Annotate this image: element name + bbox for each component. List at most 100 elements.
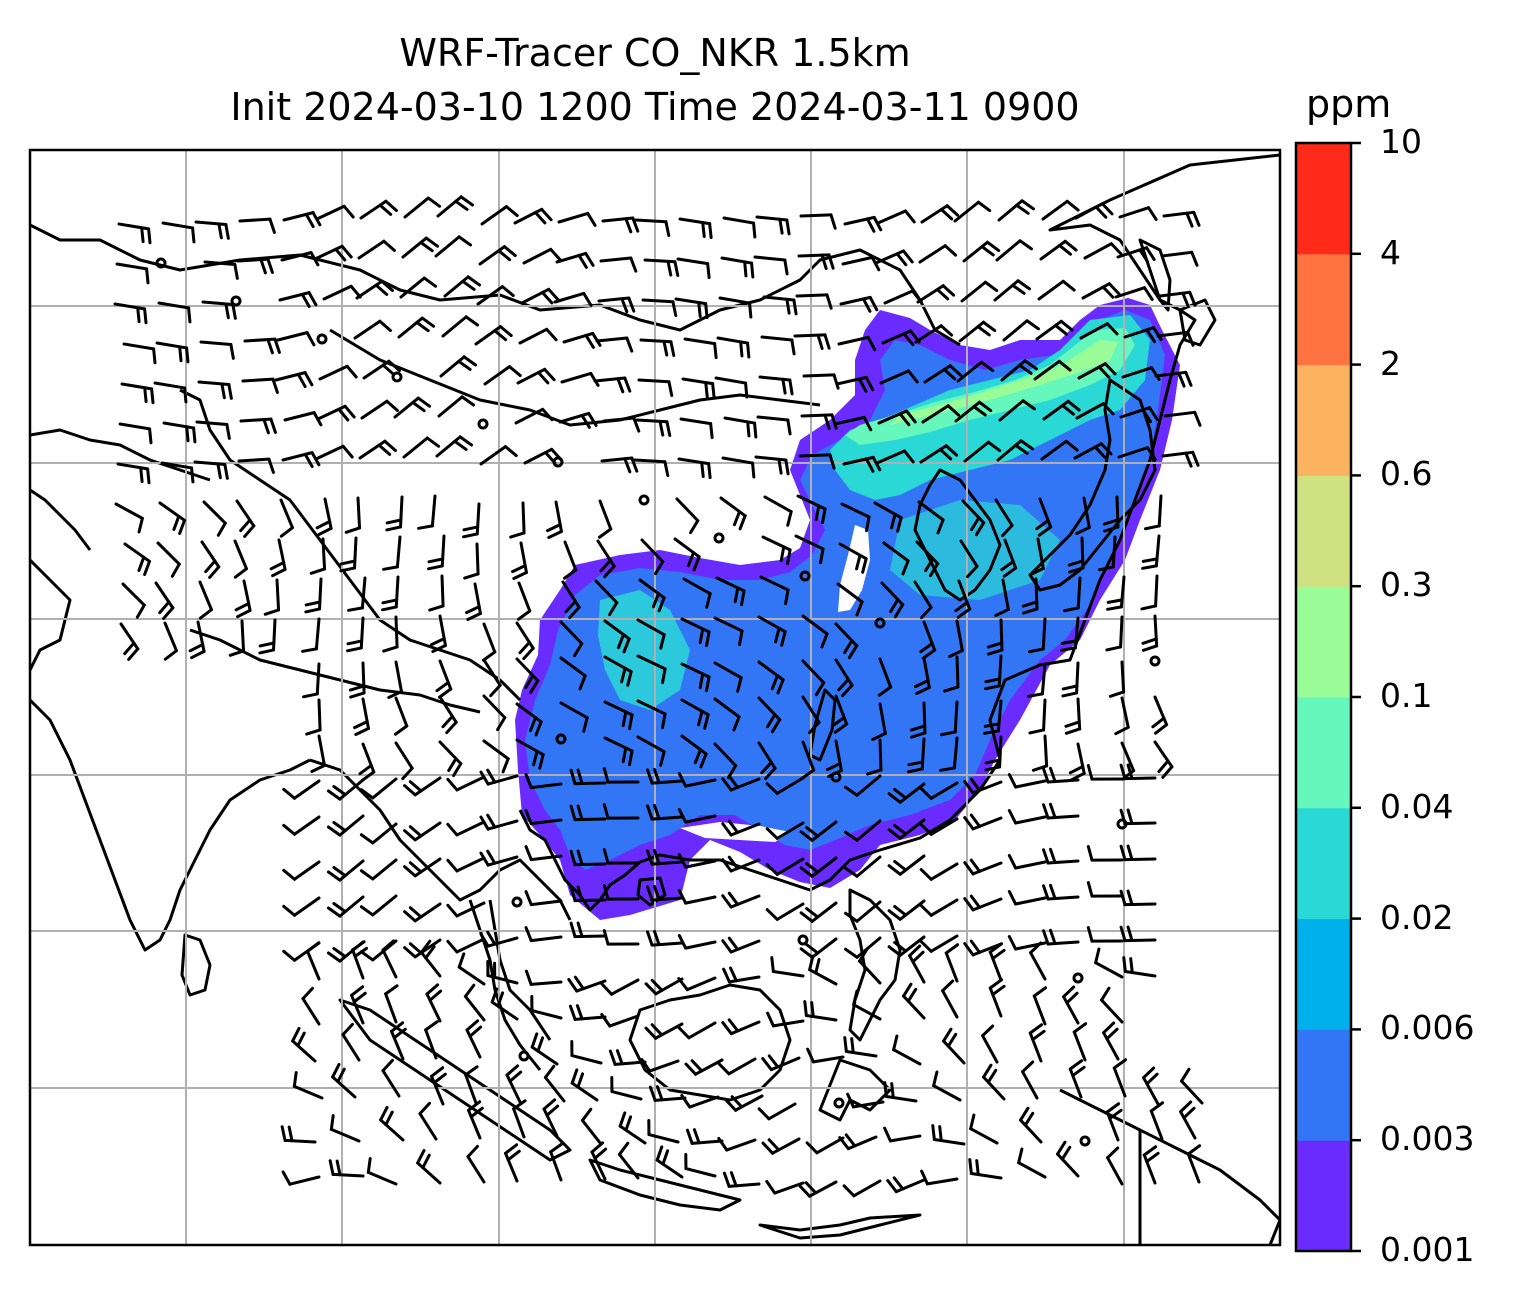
wind-barb-shaft [351,948,365,980]
wind-barb-shaft [1017,1161,1047,1179]
wind-barb-shaft [358,439,387,460]
wind-barb-flag [858,947,869,963]
wind-barb-flag [569,804,577,822]
wind-barb-flag [603,564,616,579]
wind-barb-shaft [274,371,307,382]
wind-barb-shaft [1046,814,1080,820]
wind-barb-flag [621,710,628,728]
wind-barb-flag [1064,727,1082,735]
wind-barb-flag [578,674,587,691]
wind-barb-shaft [919,444,948,464]
wind-barb-flag [630,456,639,473]
wind-barb-flag [692,555,701,572]
wind-barb-shaft [318,577,323,611]
wind-barb-flag [437,687,453,699]
wind-barb-flag [1106,605,1123,611]
wind-barb-shaft [716,336,750,345]
wind-barb-flag [1007,854,1018,870]
wind-barb-shaft [1102,1031,1120,1061]
wind-barb-shaft [522,247,553,265]
wind-barb-flag [346,646,363,653]
wind-barb-flag [1060,646,1077,652]
wind-barb-shaft [801,695,821,724]
wind-barb-shaft [1161,450,1195,458]
wind-barb-shaft [1077,362,1107,380]
wind-barb-shaft [390,1029,405,1061]
wind-barb-shaft [1081,282,1111,300]
wind-barb-flag [893,823,908,836]
wind-barb-shaft [775,821,805,840]
wind-barb-flag [524,773,533,790]
wind-barb-flag [1060,1145,1072,1161]
wind-barb-flag [343,404,356,419]
wind-barb-flag [279,526,294,538]
wind-barb-flag [416,396,432,408]
wind-barb-flag [1186,330,1195,347]
wind-barb-shaft [394,575,400,609]
wind-barb-flag [326,906,342,918]
wind-barb-shaft [775,857,805,876]
wind-barb-shaft [1076,742,1086,775]
wind-barb-shaft [413,821,442,842]
wind-barb-shaft [115,262,149,271]
wind-barb-flag [304,607,322,614]
wind-barb-shaft [1154,534,1161,568]
wind-barb-flag [479,815,490,831]
wind-barb-shaft [775,776,805,795]
wind-barb-shaft [1074,202,1104,220]
wind-barb-shaft [486,819,519,831]
colorbar-bin [1296,475,1351,587]
wind-barb-shaft [1119,406,1152,419]
wind-barb-shaft [121,582,146,607]
wind-barb-flag [576,768,584,785]
wind-barb-calm [830,771,842,783]
wind-barb-shaft [575,979,607,993]
wind-barb-shaft [559,656,587,678]
wind-barb-flag [974,521,986,537]
wind-barb-flag [887,864,902,876]
wind-barb-flag [424,1020,439,1032]
wind-barb-shaft [684,940,717,950]
wind-barb-flag [819,547,825,565]
wind-barb-flag [185,346,190,364]
wind-barb-flag [1049,847,1057,865]
wind-barb-flag [489,683,502,698]
wind-barb-flag [948,649,964,658]
wind-barb-flag [800,768,816,780]
wind-barb-flag [381,363,396,376]
wind-barb-flag [746,420,751,438]
wind-barb-flag [445,720,458,735]
wind-barb-flag [301,647,318,653]
wind-barb-shaft [1035,319,1063,341]
wind-barb-flag [589,371,600,387]
wind-barb-flag [919,787,933,800]
wind-barb-flag [721,858,733,873]
wind-barb-flag [381,1058,394,1073]
colorbar-bin [1296,586,1351,698]
map-title-line1: WRF-Tracer CO_NKR 1.5km [399,31,911,75]
wind-barb-flag [1021,399,1036,411]
wind-barb-shaft [384,992,398,1024]
wind-barb-flag [626,670,633,687]
wind-barb-flag [770,718,782,734]
colorbar-bin [1296,1140,1351,1252]
wind-barb-flag [1094,947,1101,965]
wind-barb-shaft [1157,494,1163,528]
wind-barb-shaft [366,1170,398,1186]
wind-barb-calm [713,532,725,544]
wind-barb-shaft [465,1028,482,1059]
wind-barb-flag [602,767,610,784]
wind-barb-flag [861,557,868,574]
wind-barb-flag [486,813,497,829]
wind-barb-flag [1100,202,1114,216]
wind-barb-flag [384,1110,394,1127]
wind-barb-flag [524,969,533,986]
wind-barb-shaft [317,698,322,732]
wind-barb-flag [766,1011,775,1028]
wind-barb-flag [147,227,152,245]
wind-barb-flag [150,387,155,405]
china-west-border [179,388,522,702]
wind-barb-flag [216,462,222,480]
wind-barb-shaft [278,291,311,302]
